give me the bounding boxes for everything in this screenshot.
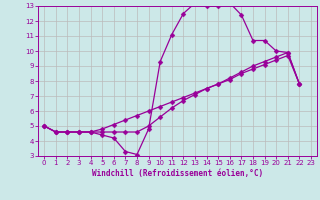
- X-axis label: Windchill (Refroidissement éolien,°C): Windchill (Refroidissement éolien,°C): [92, 169, 263, 178]
